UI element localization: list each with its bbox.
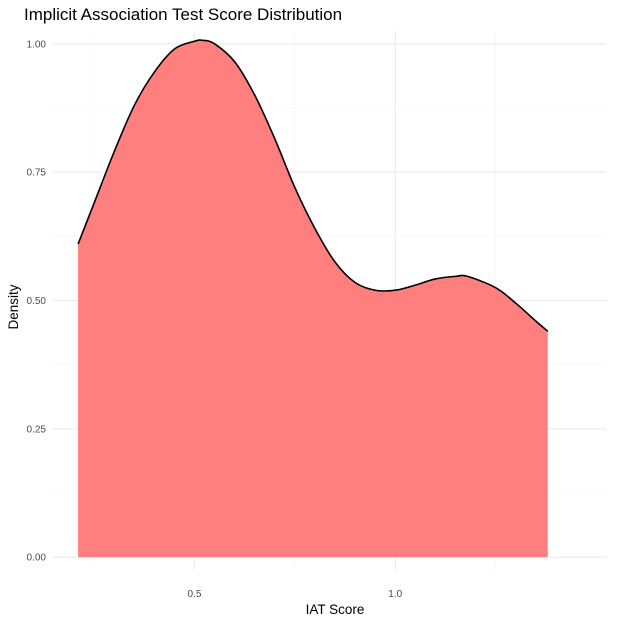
tick-labels: 0.00 0.25 0.50 0.75 1.00 0.5 1.0 xyxy=(27,39,403,600)
x-axis-label: IAT Score xyxy=(306,602,365,617)
y-tick-label: 0.25 xyxy=(27,424,47,435)
density-line xyxy=(77,39,549,332)
series-layer xyxy=(77,39,549,558)
y-tick-label: 0.50 xyxy=(27,296,47,307)
chart-title: Implicit Association Test Score Distribu… xyxy=(24,5,342,24)
density-area xyxy=(78,39,548,558)
x-tick-label: 0.5 xyxy=(188,589,202,600)
y-tick-label: 0.00 xyxy=(27,553,47,564)
x-tick-label: 1.0 xyxy=(388,589,402,600)
y-tick-label: 1.00 xyxy=(27,39,47,50)
y-axis-label: Density xyxy=(6,284,21,329)
y-tick-label: 0.75 xyxy=(27,168,47,179)
